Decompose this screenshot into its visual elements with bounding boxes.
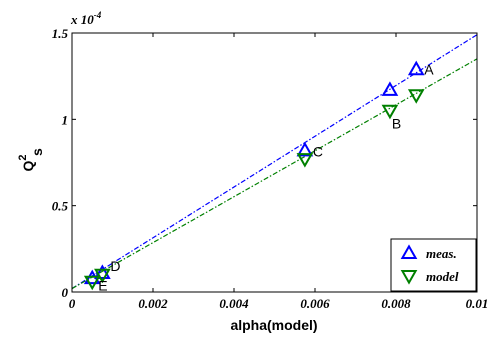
y-axis-label-sup: 2 bbox=[17, 154, 29, 160]
plot-frame bbox=[71, 32, 478, 293]
y-tick-label: 0.5 bbox=[52, 199, 69, 214]
x-tick-label: 0.01 bbox=[466, 296, 489, 311]
y-axis-label-main: Q bbox=[20, 161, 36, 172]
legend-marker-meas bbox=[400, 244, 418, 259]
marker-model-E bbox=[83, 275, 101, 291]
legend-label-model: model bbox=[426, 269, 459, 284]
y-tick-label: 1 bbox=[62, 112, 69, 127]
point-label-A: A bbox=[424, 61, 434, 77]
point-labels: A B C DE bbox=[98, 61, 434, 293]
x-tick-label: 0.006 bbox=[300, 296, 330, 311]
y-axis-label: Q2 s bbox=[17, 148, 45, 172]
fit-lines bbox=[71, 34, 478, 290]
y-tick-label: 0 bbox=[62, 285, 69, 300]
y-tick-label: 1.5 bbox=[52, 26, 69, 41]
legend-items: meas. model bbox=[400, 244, 459, 285]
point-label-E: E bbox=[98, 278, 107, 294]
point-label-D: D bbox=[110, 258, 120, 274]
marker-model-B bbox=[381, 104, 399, 120]
legend-label-meas: meas. bbox=[426, 246, 457, 261]
marker-meas-A bbox=[407, 60, 425, 76]
point-label-B: B bbox=[392, 116, 401, 132]
x-tick-label: 0 bbox=[69, 296, 76, 311]
marker-model-A bbox=[407, 89, 425, 104]
svg-text:Q2: Q2 bbox=[17, 154, 36, 171]
fit-line-model bbox=[71, 58, 478, 290]
legend: meas. model bbox=[390, 238, 477, 292]
marker-meas-C bbox=[296, 141, 314, 157]
x-tick-label: 0.004 bbox=[219, 296, 249, 311]
marker-model-C bbox=[296, 153, 314, 168]
legend-marker-model bbox=[400, 270, 418, 285]
marker-meas-B bbox=[381, 81, 399, 96]
x-tick-label: 0.002 bbox=[138, 296, 168, 311]
data-markers bbox=[83, 60, 425, 291]
y-axis-exponent: x 10-4 bbox=[70, 10, 102, 27]
fit-line-meas bbox=[71, 34, 478, 290]
y-axis-label-sub: s bbox=[29, 148, 45, 156]
legend-box bbox=[390, 238, 477, 292]
marker-model-D bbox=[94, 268, 111, 284]
axes: 0 0.002 0.004 0.006 0.008 0.01 0 0.5 1 1.5 bbox=[52, 26, 489, 311]
x-axis-label: alpha(model) bbox=[230, 317, 317, 333]
point-label-C: C bbox=[313, 143, 323, 159]
marker-meas-D bbox=[94, 264, 111, 279]
x-tick-label: 0.008 bbox=[381, 296, 411, 311]
